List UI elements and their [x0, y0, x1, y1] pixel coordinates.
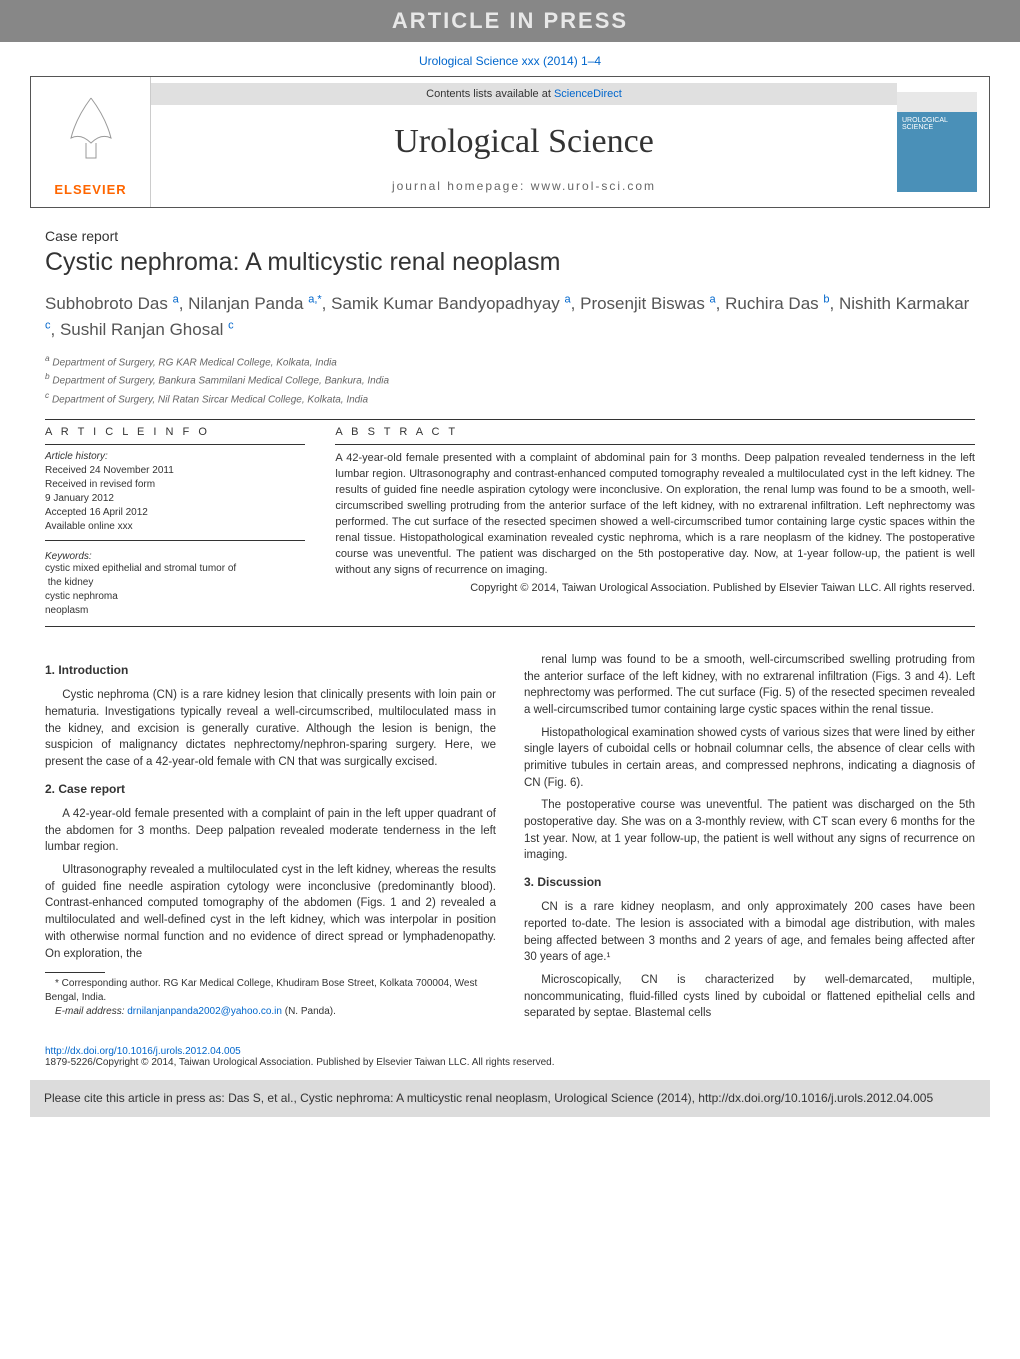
journal-homepage: journal homepage: www.urol-sci.com — [151, 179, 897, 201]
email-suffix: (N. Panda). — [282, 1006, 336, 1017]
history-item: Available online xxx — [45, 520, 305, 534]
section-1-heading: 1. Introduction — [45, 662, 496, 679]
abstract-copyright: Copyright © 2014, Taiwan Urological Asso… — [335, 582, 975, 594]
divider — [45, 419, 975, 420]
keyword-item: cystic mixed epithelial and stromal tumo… — [45, 562, 305, 576]
info-abstract-row: A R T I C L E I N F O Article history: R… — [45, 426, 975, 618]
email-footnote: E-mail address: drnilanjanpanda2002@yaho… — [45, 1005, 496, 1019]
abstract-block: A B S T R A C T A 42-year-old female pre… — [335, 426, 975, 618]
article-in-press-banner: ARTICLE IN PRESS — [0, 0, 1020, 42]
abstract-text: A 42-year-old female presented with a co… — [335, 451, 975, 579]
article-info: A R T I C L E I N F O Article history: R… — [45, 426, 305, 618]
journal-header: ELSEVIER Contents lists available at Sci… — [30, 76, 990, 208]
history-item: Received in revised form — [45, 478, 305, 492]
section-2-p5: The postoperative course was uneventful.… — [524, 797, 975, 864]
elsevier-logo: ELSEVIER — [31, 77, 151, 207]
footnote-separator — [45, 972, 105, 973]
authors-list: Subhobroto Das a, Nilanjan Panda a,*, Sa… — [45, 291, 975, 342]
doi-link[interactable]: http://dx.doi.org/10.1016/j.urols.2012.0… — [45, 1046, 975, 1057]
journal-cover-thumbnail — [897, 92, 977, 192]
article-title: Cystic nephroma: A multicystic renal neo… — [45, 248, 975, 277]
affiliations: a Department of Surgery, RG KAR Medical … — [45, 352, 975, 407]
header-center: Contents lists available at ScienceDirec… — [151, 83, 897, 201]
body-columns: 1. Introduction Cystic nephroma (CN) is … — [45, 652, 975, 1028]
sciencedirect-link[interactable]: ScienceDirect — [554, 88, 622, 100]
history-item: Received 24 November 2011 — [45, 464, 305, 478]
keyword-item: neoplasm — [45, 604, 305, 618]
divider — [335, 444, 975, 445]
section-2-heading: 2. Case report — [45, 781, 496, 798]
email-link[interactable]: drnilanjanpanda2002@yahoo.co.in — [127, 1006, 282, 1017]
section-3-p1: CN is a rare kidney neoplasm, and only a… — [524, 899, 975, 966]
keyword-item: the kidney — [45, 576, 305, 590]
citation-line: Urological Science xxx (2014) 1–4 — [0, 42, 1020, 76]
section-3-p2: Microscopically, CN is characterized by … — [524, 972, 975, 1022]
article-info-heading: A R T I C L E I N F O — [45, 426, 305, 438]
keywords-title: Keywords: — [45, 551, 305, 562]
section-1-p1: Cystic nephroma (CN) is a rare kidney le… — [45, 687, 496, 770]
email-label: E-mail address: — [55, 1006, 127, 1017]
abstract-heading: A B S T R A C T — [335, 426, 975, 438]
article-type: Case report — [45, 228, 975, 244]
doi-block: http://dx.doi.org/10.1016/j.urols.2012.0… — [0, 1046, 1020, 1068]
section-2-p1: A 42-year-old female presented with a co… — [45, 806, 496, 856]
doi-copyright: 1879-5226/Copyright © 2014, Taiwan Urolo… — [45, 1057, 975, 1068]
keyword-item: cystic nephroma — [45, 590, 305, 604]
publisher-name: ELSEVIER — [54, 182, 126, 197]
history-title: Article history: — [45, 451, 305, 462]
elsevier-tree-icon — [56, 88, 126, 182]
history-list: Received 24 November 2011Received in rev… — [45, 464, 305, 534]
corresponding-author-footnote: * Corresponding author. RG Kar Medical C… — [45, 977, 496, 1005]
keywords-list: cystic mixed epithelial and stromal tumo… — [45, 562, 305, 618]
section-2-p4: Histopathological examination showed cys… — [524, 725, 975, 792]
history-item: Accepted 16 April 2012 — [45, 506, 305, 520]
article-content: Case report Cystic nephroma: A multicyst… — [0, 208, 1020, 1038]
cite-this-article-box: Please cite this article in press as: Da… — [30, 1080, 990, 1117]
section-2-p2: Ultrasonography revealed a multiloculate… — [45, 862, 496, 962]
divider — [45, 540, 305, 541]
section-3-heading: 3. Discussion — [524, 874, 975, 891]
contents-prefix: Contents lists available at — [426, 88, 554, 100]
section-2-p3: renal lump was found to be a smooth, wel… — [524, 652, 975, 719]
divider — [45, 626, 975, 627]
history-item: 9 January 2012 — [45, 492, 305, 506]
journal-title: Urological Science — [151, 105, 897, 179]
contents-available: Contents lists available at ScienceDirec… — [151, 83, 897, 105]
divider — [45, 444, 305, 445]
